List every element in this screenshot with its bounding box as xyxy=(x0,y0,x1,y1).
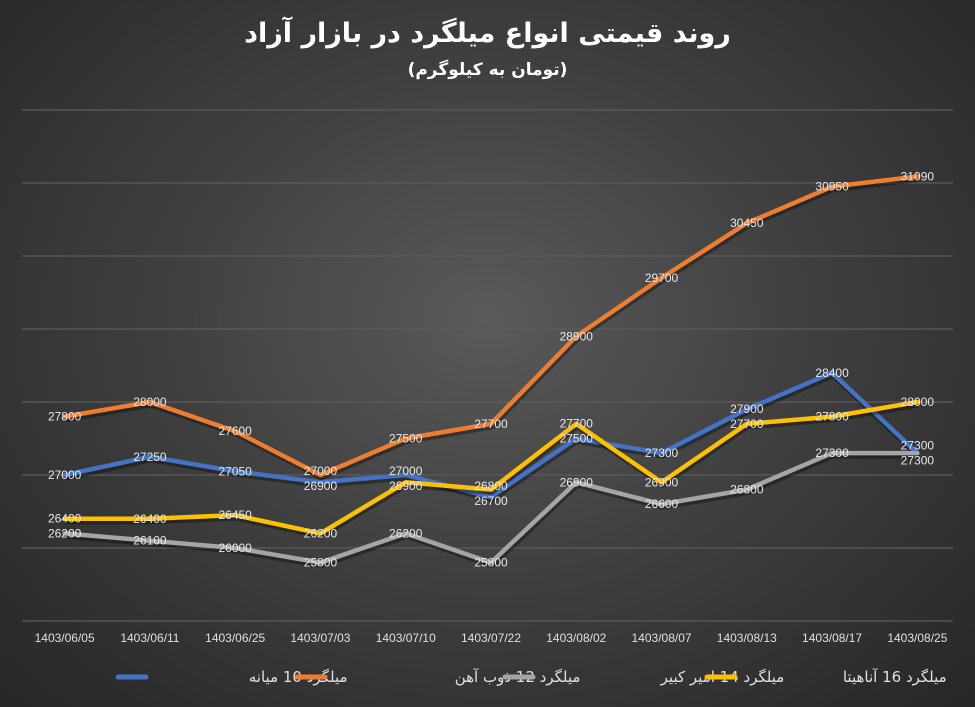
data-label: 27000 xyxy=(304,464,338,478)
data-label: 26200 xyxy=(48,527,82,541)
x-tick-label: 1403/08/17 xyxy=(802,631,862,645)
data-label: 27300 xyxy=(815,446,849,460)
data-label: 26800 xyxy=(730,483,764,497)
data-label: 26200 xyxy=(304,526,338,540)
data-label: 27050 xyxy=(218,464,252,478)
data-label: 28000 xyxy=(901,395,935,409)
x-tick-label: 1403/08/07 xyxy=(632,631,692,645)
data-label: 26900 xyxy=(560,475,594,489)
data-label: 27600 xyxy=(218,424,252,438)
x-tick-label: 1403/07/10 xyxy=(376,631,436,645)
x-tick-label: 1403/06/25 xyxy=(205,631,265,645)
data-label: 30450 xyxy=(730,216,764,230)
series-shadow xyxy=(65,373,921,503)
data-label: 27000 xyxy=(389,464,423,478)
x-tick-label: 1403/08/13 xyxy=(717,631,777,645)
data-label: 27700 xyxy=(474,417,508,431)
x-tick-label: 1403/07/22 xyxy=(461,631,521,645)
data-label: 26900 xyxy=(389,479,423,493)
x-tick-label: 1403/08/02 xyxy=(546,631,606,645)
series-shadow xyxy=(65,402,919,539)
data-label: 26000 xyxy=(218,541,252,555)
data-label: 28400 xyxy=(815,366,849,380)
x-tick-label: 1403/06/11 xyxy=(120,631,179,645)
chart-title: روند قیمتی انواع میلگرد در بازار آزاد xyxy=(244,18,731,49)
data-label: 26100 xyxy=(133,534,167,548)
data-label: 27000 xyxy=(48,468,82,482)
data-label: 27500 xyxy=(389,432,423,446)
data-label: 27900 xyxy=(730,402,764,416)
data-label: 25800 xyxy=(474,556,508,570)
series-line xyxy=(62,370,920,500)
series-line xyxy=(62,399,920,536)
series-shadow xyxy=(65,176,919,481)
data-label: 26200 xyxy=(389,526,423,540)
legend-label: میلگرد 16 آناهیتا xyxy=(843,668,947,686)
x-tick-label: 1403/07/03 xyxy=(290,631,350,645)
data-label: 26700 xyxy=(474,494,508,508)
data-label: 27500 xyxy=(560,432,594,446)
data-label: 31090 xyxy=(901,169,935,183)
data-label: 28000 xyxy=(133,395,167,409)
data-label: 27800 xyxy=(48,410,82,424)
x-tick-label: 1403/08/25 xyxy=(887,631,947,645)
data-label: 27700 xyxy=(730,417,764,431)
x-tick-label: 1403/06/05 xyxy=(35,631,95,645)
data-label: 27300 xyxy=(901,454,935,468)
data-label: 26600 xyxy=(645,497,679,511)
data-label: 26400 xyxy=(133,512,167,526)
series-shadow xyxy=(65,453,919,569)
data-label: 27250 xyxy=(133,450,167,464)
data-label: 26400 xyxy=(48,512,82,526)
chart-subtitle: (تومان به کیلوگرم) xyxy=(407,60,568,80)
data-label: 29700 xyxy=(645,271,679,285)
series-line xyxy=(62,174,920,478)
data-label: 25800 xyxy=(304,556,338,570)
data-label: 27700 xyxy=(560,417,594,431)
data-label: 27300 xyxy=(901,439,935,453)
data-label: 27300 xyxy=(645,446,679,460)
series-line xyxy=(62,450,920,565)
data-label: 26450 xyxy=(218,508,252,522)
data-label: 28900 xyxy=(560,329,594,343)
data-label: 26900 xyxy=(304,479,338,493)
data-label: 27800 xyxy=(815,410,849,424)
data-label: 26900 xyxy=(645,475,679,489)
data-label: 26800 xyxy=(474,479,508,493)
data-label: 30950 xyxy=(815,180,849,194)
